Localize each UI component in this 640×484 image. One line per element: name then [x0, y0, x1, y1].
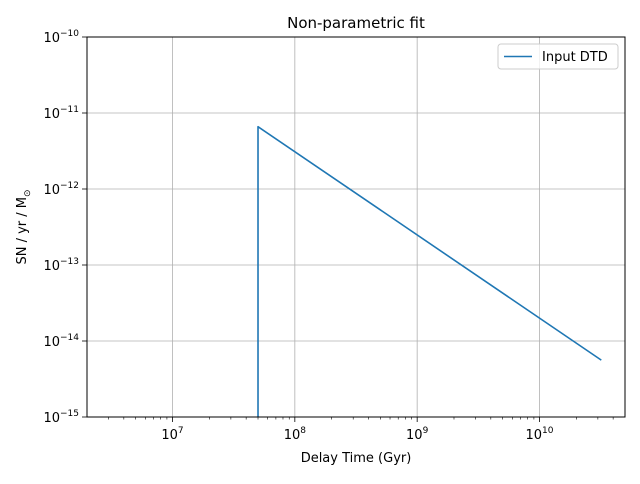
- legend: Input DTD: [497, 43, 619, 70]
- x-axis-ticks: 107 108 109 1010: [161, 417, 554, 443]
- y-tick-label: 10−10: [43, 29, 79, 46]
- y-tick-label: 10−13: [43, 257, 79, 274]
- legend-box: [497, 43, 619, 70]
- y-tick-label: 10−15: [43, 409, 79, 426]
- series-layer: [257, 125, 602, 417]
- chart-title: Non-parametric fit: [287, 14, 425, 32]
- y-axis-label-subscript: ⊙: [23, 189, 33, 197]
- series-line-input-dtd: [257, 125, 602, 417]
- x-axis-label: Delay Time (Gyr): [301, 451, 412, 466]
- plot-frame: [86, 36, 626, 418]
- y-tick-label: 10−11: [43, 105, 79, 122]
- grid-layer: [87, 36, 625, 418]
- x-tick-label: 109: [406, 426, 429, 443]
- x-tick-label: 108: [284, 426, 307, 443]
- x-tick-label: 107: [161, 426, 183, 443]
- y-axis-label-main: SN / yr / M: [15, 197, 30, 265]
- y-tick-label: 10−12: [43, 181, 79, 198]
- y-axis-label: SN / yr / M⊙: [15, 189, 33, 264]
- y-axis-ticks: 10−15 10−14 10−13 10−12 10−11 10−10: [43, 29, 87, 426]
- legend-label-input-dtd: Input DTD: [542, 50, 608, 65]
- y-tick-label: 10−14: [43, 333, 79, 350]
- x-tick-label: 1010: [525, 426, 553, 443]
